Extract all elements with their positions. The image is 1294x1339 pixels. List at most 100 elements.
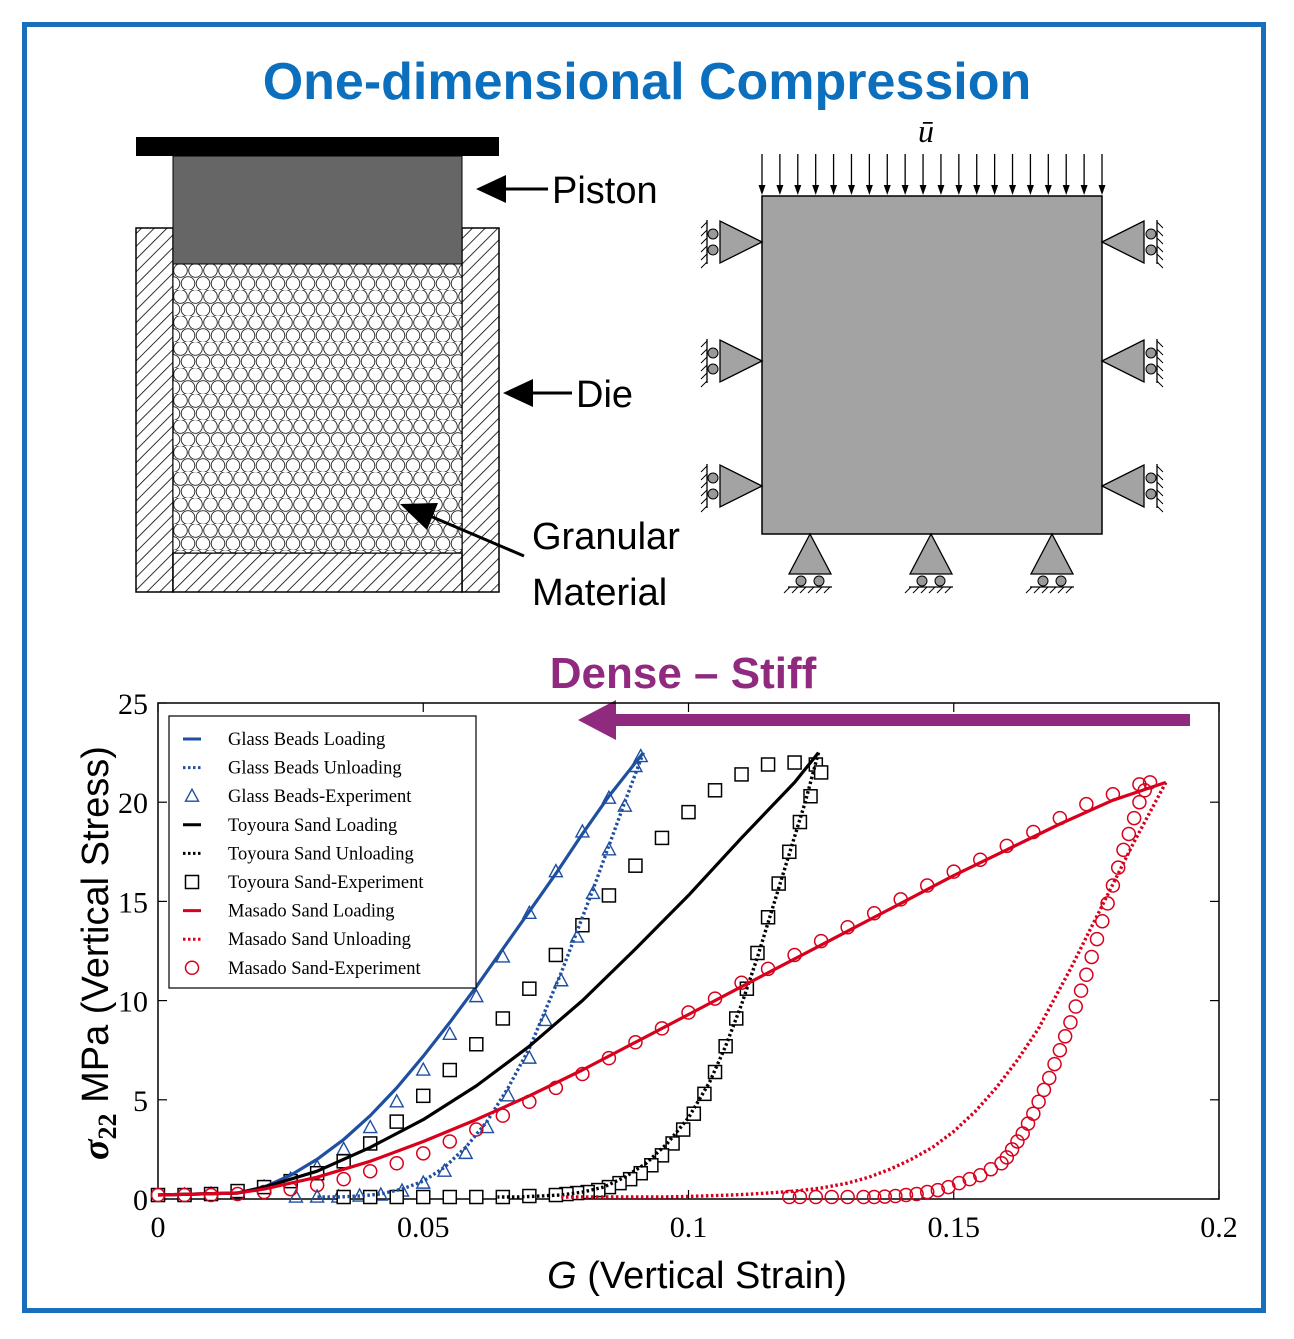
load-arrow-head — [973, 185, 981, 195]
bottom-roller-support — [1029, 532, 1075, 575]
masado-sand-experimentmarker — [1047, 1056, 1062, 1072]
masado-sand-experimentmarker — [1079, 967, 1094, 983]
masado-sand-experimentmarker — [1031, 1094, 1046, 1110]
bottom-roller-hatch — [944, 586, 952, 594]
masado-sand-experimentmarker — [1057, 1029, 1073, 1044]
load-arrow-head — [955, 185, 963, 195]
toyoura-sand-experimentmarker — [469, 1189, 484, 1205]
x-tick-label: 0.05 — [397, 1211, 450, 1244]
bottom-roller-wheel — [1055, 575, 1067, 587]
right-roller-hatch — [1156, 364, 1164, 372]
load-symbol: ū — [918, 113, 934, 149]
bottom-roller-support — [908, 532, 954, 575]
masado-sand-experimentmarker — [824, 1189, 839, 1205]
masado-sand-experimentmarker — [1132, 794, 1147, 810]
bottom-roller-hatch — [1065, 586, 1073, 594]
x-axis-label: G (Vertical Strain) — [547, 1255, 847, 1297]
right-roller-support — [1100, 338, 1145, 384]
y-tick-label: 5 — [133, 1085, 148, 1118]
toyoura-sand-experimentmarker — [686, 1106, 702, 1121]
load-arrow-head — [847, 185, 855, 195]
bottom-roller-hatch — [920, 586, 928, 594]
glass-beads-experimentmarker — [415, 1061, 431, 1076]
masado-sand-experimentmarker — [1121, 826, 1137, 842]
right-roller-hatch — [1156, 229, 1164, 237]
bottom-roller-hatch — [1025, 586, 1033, 594]
right-roller-hatch — [1156, 221, 1164, 229]
left-roller-hatch — [700, 505, 708, 513]
legend-label: Glass Beads Loading — [228, 730, 385, 750]
toyoura-sand-experimentmarker — [750, 945, 765, 961]
masado-sand-experimentmarker — [941, 1179, 956, 1195]
bottom-roller-wheel — [916, 575, 928, 587]
left-roller-hatch — [700, 221, 708, 229]
granular-label-line1: Granular — [532, 516, 680, 558]
legend-label: Toyoura Sand Loading — [228, 816, 397, 836]
chart-axes: 0 0.05 0.1 0.15 0.2 0 5 10 15 20 25 — [118, 688, 1238, 1244]
masado-sand-experimentmarker — [1063, 1015, 1078, 1030]
load-arrow-head — [1026, 185, 1034, 195]
bottom-roller-hatch — [936, 586, 944, 594]
left-roller-hatch — [700, 356, 708, 364]
toyoura-sand-experimentmarker — [469, 1036, 484, 1052]
load-arrow-head — [901, 185, 909, 195]
masado-sand-experimentmarker — [840, 1189, 855, 1205]
masado-sand-unloadingline — [561, 781, 1168, 1199]
left-roller-hatch — [700, 380, 708, 388]
glass-beads-experimentmarker — [553, 972, 569, 987]
left-roller-support — [719, 463, 764, 509]
glass-beads-experimentmarker — [500, 1087, 516, 1102]
masado-sand-experimentmarker — [1068, 999, 1084, 1014]
masado-sand-experimentmarker — [1089, 931, 1105, 947]
left-roller-hatch — [700, 237, 708, 245]
load-arrow-head — [794, 185, 802, 195]
specimen-domain — [761, 195, 1103, 535]
load-arrow-head — [1098, 185, 1106, 195]
toyoura-sand-experimentmarker — [522, 981, 537, 996]
y-tick-label: 10 — [118, 986, 148, 1019]
masado-sand-experimentmarker — [1026, 1106, 1041, 1121]
toyoura-sand-experimentmarker — [495, 1011, 511, 1026]
masado-sand-experimentmarker — [336, 1171, 351, 1187]
masado-sand-experimentmarker — [362, 1163, 378, 1179]
toyoura-sand-experimentmarker — [575, 917, 590, 933]
left-roller-wheel — [707, 244, 719, 256]
masado-sand-experimentmarker — [898, 1187, 914, 1203]
right-roller-hatch — [1156, 245, 1164, 253]
left-roller-wheel — [707, 488, 719, 500]
masado-sand-experimentmarker — [628, 1035, 643, 1050]
masado-sand-experimentmarker — [930, 1182, 946, 1198]
load-arrow-head — [1009, 185, 1017, 195]
left-roller-support — [719, 338, 764, 384]
left-roller-hatch — [700, 497, 708, 505]
left-roller-hatch — [700, 229, 708, 237]
y-tick-label: 0 — [133, 1184, 148, 1217]
masado-sand-experimentmarker — [1004, 1142, 1020, 1157]
masado-sand-experimentmarker — [1126, 810, 1142, 826]
load-arrow-head — [937, 185, 945, 195]
die-label: Die — [576, 374, 633, 416]
die-left-wall — [135, 227, 174, 593]
right-roller-support — [1100, 219, 1145, 265]
toyoura-sand-experimentmarker — [707, 783, 723, 798]
load-arrow-head — [865, 185, 873, 195]
bottom-roller-hatch — [791, 586, 799, 594]
masado-sand-experimentmarker — [1015, 1126, 1030, 1141]
masado-sand-experimentmarker — [973, 1167, 988, 1183]
piston-plate — [136, 137, 499, 156]
x-tick-label: 0.15 — [928, 1211, 981, 1244]
glass-beads-experimentmarker — [309, 1188, 325, 1203]
y-tick-label: 20 — [118, 787, 148, 820]
load-arrow-head — [758, 185, 766, 195]
chart-axis-labels: G (Vertical Strain) σ22 MPa (Vertical St… — [75, 746, 847, 1297]
left-roller-hatch — [700, 348, 708, 356]
legend-label: Toyoura Sand-Experiment — [228, 873, 424, 893]
toyoura-sand-experimentmarker — [728, 1011, 744, 1026]
right-roller-hatch — [1156, 237, 1164, 245]
legend-label: Toyoura Sand Unloading — [228, 844, 414, 864]
load-arrow-head — [776, 185, 784, 195]
y-tick-label: 15 — [118, 886, 148, 919]
die-right-wall — [461, 227, 500, 593]
legend-label: Masado Sand Unloading — [228, 930, 411, 950]
bottom-roller-hatch — [904, 586, 912, 594]
